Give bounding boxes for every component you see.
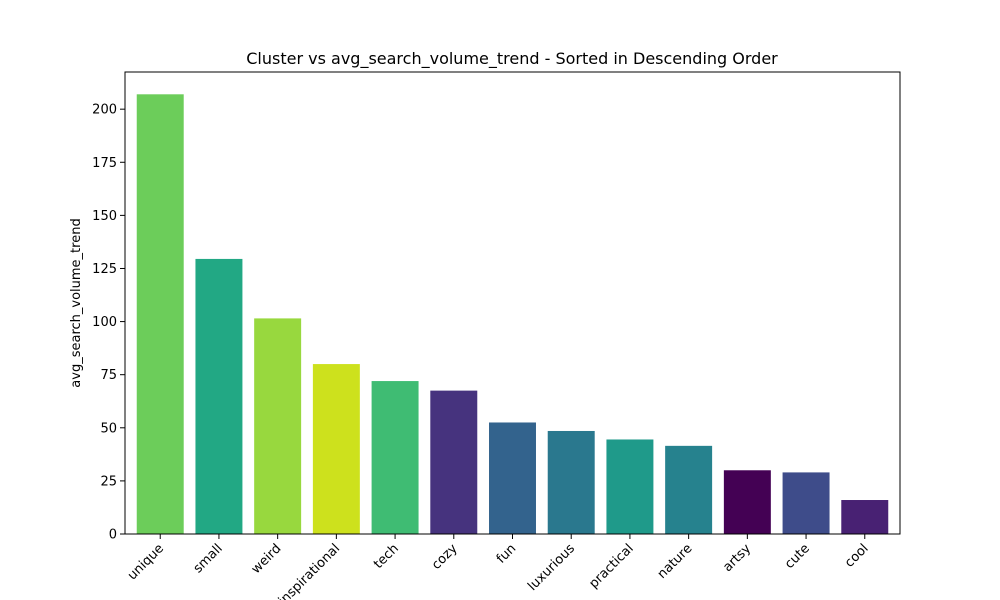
bar-tech <box>371 381 419 534</box>
x-tick-label: inspirational <box>276 541 343 600</box>
x-tick-label: practical <box>586 541 636 591</box>
bar-cute <box>782 472 830 534</box>
y-tick-label: 25 <box>100 474 117 489</box>
x-tick-label: cozy <box>429 541 461 573</box>
bar-practical <box>606 439 654 534</box>
bar-fun <box>489 422 536 534</box>
bar-nature <box>665 445 713 534</box>
bar-unique <box>136 94 184 534</box>
bar-inspirational <box>312 364 360 534</box>
y-tick-label: 175 <box>92 156 117 171</box>
y-tick-label: 50 <box>100 421 117 436</box>
bar-small <box>195 258 243 534</box>
x-tick-label: fun <box>494 541 520 567</box>
x-tick-label: cute <box>782 541 813 572</box>
bar-luxurious <box>547 430 595 534</box>
x-tick-label: nature <box>655 541 696 582</box>
y-axis-label: avg_search_volume_trend <box>69 218 84 387</box>
x-tick-label: cool <box>842 541 871 570</box>
x-tick-label: luxurious <box>525 541 578 594</box>
x-tick-label: artsy <box>720 541 754 575</box>
x-tick-label: tech <box>371 541 402 572</box>
bar-cozy <box>430 390 478 534</box>
plot-area: 0 25 50 75 100 125 150 175 200 unique small weirdin… <box>92 71 901 600</box>
y-tick-label: 150 <box>92 209 117 224</box>
y-tick-label: 0 <box>109 528 117 543</box>
chart-title: Cluster vs avg_search_volume_trend - Sor… <box>246 49 778 69</box>
bar-cool <box>841 500 889 534</box>
x-tick-label: weird <box>249 541 285 577</box>
x-tick-label: small <box>191 541 226 576</box>
x-tick-label: unique <box>125 541 167 583</box>
bar-weird <box>254 318 302 534</box>
y-tick-label: 200 <box>92 103 117 118</box>
bar-artsy <box>723 470 771 534</box>
y-tick-label: 125 <box>92 262 117 277</box>
y-tick-label: 100 <box>92 315 117 330</box>
y-tick-label: 75 <box>100 368 117 383</box>
